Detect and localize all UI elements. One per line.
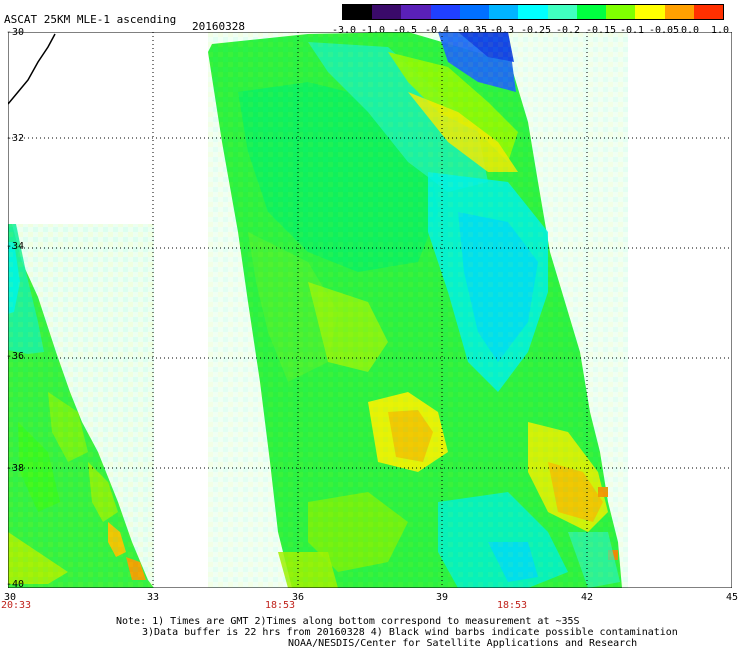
- colorbar-label: -0.3: [489, 25, 515, 36]
- colorbar-label: -1.0: [360, 25, 386, 36]
- lat-label: -32: [6, 133, 25, 144]
- colorbar-swatch: [343, 5, 373, 19]
- time-label: 18:53: [496, 600, 528, 611]
- colorbar-label: -0.35: [456, 25, 488, 36]
- map-title: ASCAT 25KM MLE-1 ascending: [4, 13, 177, 26]
- lon-label: 36: [292, 592, 305, 603]
- lon-label: 39: [436, 592, 449, 603]
- colorbar-label: -0.5: [392, 25, 418, 36]
- note-line-1: Note: 1) Times are GMT 2)Times along bot…: [116, 616, 580, 627]
- wind-barb: [8, 33, 56, 105]
- colorbar-swatch: [693, 5, 724, 19]
- time-label: 18:53: [264, 600, 296, 611]
- colorbar-swatch: [606, 5, 636, 19]
- map-date: 20160328: [192, 20, 245, 33]
- colorbar-swatch: [489, 5, 519, 19]
- colorbar-label: -3.0: [331, 25, 357, 36]
- colorbar-label: -0.1: [619, 25, 645, 36]
- note-line-3: NOAA/NESDIS/Center for Satellite Applica…: [288, 638, 638, 649]
- colorbar-swatch: [547, 5, 577, 19]
- graticule: [8, 32, 732, 588]
- colorbar-swatch: [576, 5, 607, 19]
- lat-label: -34: [6, 241, 25, 252]
- colorbar-swatch: [635, 5, 665, 19]
- lat-label: -40: [6, 579, 25, 590]
- left-swath: [8, 224, 154, 588]
- colorbar-swatch: [401, 5, 431, 19]
- lat-label: -36: [6, 351, 25, 362]
- lat-label: -38: [6, 463, 25, 474]
- colorbar: [342, 4, 724, 20]
- colorbar-swatch: [372, 5, 402, 19]
- colorbar-label: -0.25: [520, 25, 552, 36]
- colorbar-label: -0.05: [648, 25, 680, 36]
- colorbar-swatch: [459, 5, 490, 19]
- lon-label: 45: [726, 592, 739, 603]
- colorbar-label: 0.0: [680, 25, 700, 36]
- colorbar-label: 1.0: [710, 25, 730, 36]
- lon-label: 33: [147, 592, 160, 603]
- colorbar-label: -0.4: [424, 25, 450, 36]
- note-line-2: 3)Data buffer is 22 hrs from 20160328 4)…: [142, 627, 678, 638]
- lon-label: 30: [4, 592, 17, 603]
- colorbar-label: -0.15: [585, 25, 617, 36]
- lat-label: -30: [6, 27, 25, 38]
- colorbar-swatch: [430, 5, 460, 19]
- colorbar-swatch: [518, 5, 548, 19]
- time-label: 20:33: [0, 600, 32, 611]
- lon-label: 42: [581, 592, 594, 603]
- map-plot: [8, 32, 732, 588]
- colorbar-swatch: [664, 5, 694, 19]
- main-swath: [208, 32, 628, 588]
- colorbar-label: -0.2: [555, 25, 581, 36]
